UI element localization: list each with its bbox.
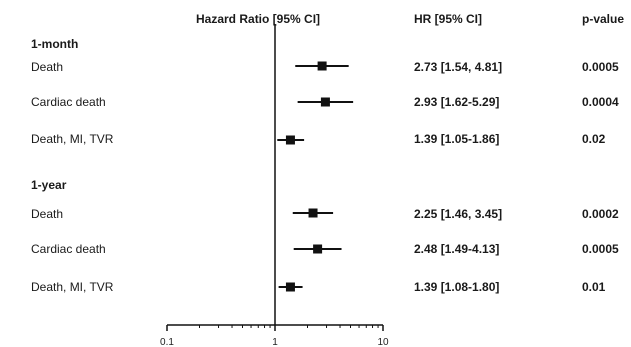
p-value-column-header: p-value [582,12,625,26]
hr-point-marker [317,61,327,71]
x-axis-tick-label: 0.1 [160,337,174,347]
group-label-1-year: 1-year [31,178,67,192]
row-p-value: 0.0002 [582,207,619,221]
x-axis-tick-label: 1 [272,337,278,347]
row-label: Cardiac death [31,242,106,256]
row-hr-text: 2.25 [1.46, 3.45] [414,207,503,221]
row-hr-text: 1.39 [1.08-1.80] [414,280,500,294]
x-axis-tick-label: 10 [377,337,389,347]
row-hr-text: 2.48 [1.49-4.13] [414,242,500,256]
row-p-value: 0.0005 [582,60,619,74]
row-label: Death, MI, TVR [31,280,114,294]
plot-header: Hazard Ratio [95% CI] [196,12,321,26]
row-label: Cardiac death [31,95,106,109]
row-p-value: 0.02 [582,132,606,146]
row-label: Death, MI, TVR [31,132,114,146]
row-p-value: 0.0005 [582,242,619,256]
hr-point-marker [308,208,318,218]
group-label-1-month: 1-month [31,37,79,51]
hr-point-marker [320,97,330,107]
row-hr-text: 2.93 [1.62-5.29] [414,95,500,109]
row-label: Death [31,60,64,74]
hr-column-header: HR [95% CI] [414,12,483,26]
row-hr-text: 1.39 [1.05-1.86] [414,132,500,146]
row-p-value: 0.0004 [582,95,619,109]
row-label: Death [31,207,64,221]
hr-point-marker [285,135,295,145]
row-hr-text: 2.73 [1.54, 4.81] [414,60,503,74]
row-p-value: 0.01 [582,280,606,294]
hr-point-marker [285,282,295,292]
hr-point-marker [313,244,323,254]
